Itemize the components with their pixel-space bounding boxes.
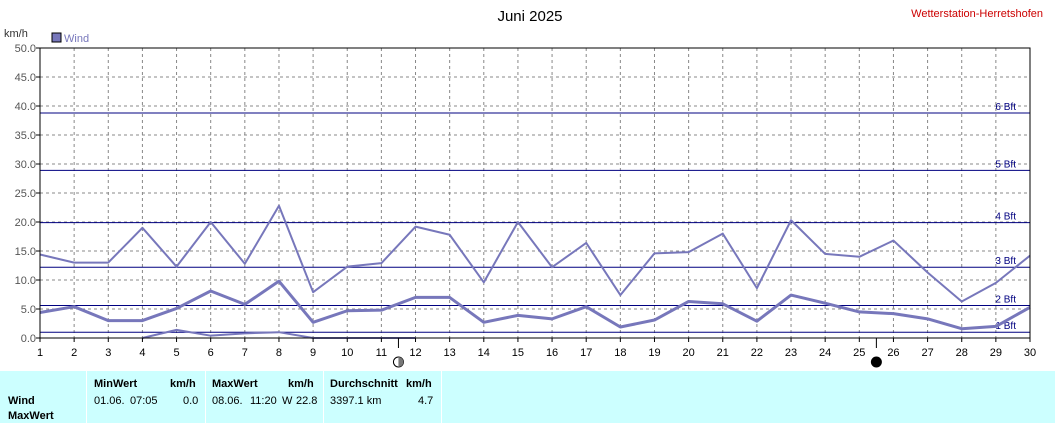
beaufort-label: 2 Bft xyxy=(995,295,1016,306)
stats-table: Wind MaxWert MinWert km/h 01.06. 07:05 0… xyxy=(0,371,1055,423)
y-tick-label: 45.0 xyxy=(15,72,36,84)
x-tick-label: 27 xyxy=(921,347,933,359)
max-unit: km/h xyxy=(288,378,314,390)
max-header: MaxWert xyxy=(212,378,258,390)
x-tick-label: 9 xyxy=(310,347,316,359)
x-tick-label: 7 xyxy=(242,347,248,359)
beaufort-label: 5 Bft xyxy=(995,159,1016,170)
avg-unit: km/h xyxy=(406,378,432,390)
series-line-maxwert xyxy=(39,204,1031,303)
y-axis-unit: km/h xyxy=(4,28,28,40)
min-header: MinWert xyxy=(94,378,138,390)
legend-label: Wind xyxy=(64,33,89,45)
row-label-maxwert: MaxWert xyxy=(8,410,54,422)
x-tick-label: 4 xyxy=(139,347,145,359)
wind-chart: Juni 2025 Wetterstation-Herretshofen km/… xyxy=(4,8,1043,368)
max-time: 11:20 xyxy=(250,395,277,407)
beaufort-label: 4 Bft xyxy=(995,212,1016,223)
x-tick-label: 17 xyxy=(580,347,592,359)
y-tick-label: 50.0 xyxy=(15,43,36,55)
min-value: 0.0 xyxy=(183,395,199,407)
y-axis-ticks: 0.0 5.0 10.0 15.0 20.0 25.0 30.0 35.0 40.0 45.0 50… xyxy=(15,43,40,345)
moon-phases xyxy=(392,338,882,368)
x-tick-label: 23 xyxy=(785,347,797,359)
x-tick-label: 12 xyxy=(409,347,421,359)
beaufort-label: 1 Bft xyxy=(995,321,1016,332)
avg-header: Durchschnitt xyxy=(330,378,398,390)
y-tick-label: 25.0 xyxy=(15,188,36,200)
legend-swatch xyxy=(51,32,62,43)
x-tick-label: 26 xyxy=(887,347,899,359)
avg-value: 4.7 xyxy=(418,395,434,407)
x-tick-label: 10 xyxy=(341,347,353,359)
series-lines xyxy=(39,204,1031,339)
x-tick-label: 28 xyxy=(956,347,968,359)
x-tick-label: 30 xyxy=(1024,347,1036,359)
x-tick-label: 18 xyxy=(614,347,626,359)
x-axis-ticks: 1 2 3 4 5 6 7 8 9 10 11 12 13 14 15 16 17 18 19 20 21 22 23 24 2… xyxy=(37,338,1036,359)
beaufort-lines: 1 Bft 2 Bft 3 Bft 4 Bft 5 Bft 6 Bft xyxy=(40,102,1030,333)
x-tick-label: 21 xyxy=(717,347,729,359)
x-tick-label: 16 xyxy=(546,347,558,359)
max-value: 22.8 xyxy=(296,395,318,407)
x-tick-label: 3 xyxy=(105,347,111,359)
series-line-wind xyxy=(39,279,1031,331)
new-moon-icon xyxy=(870,356,882,368)
x-tick-label: 22 xyxy=(751,347,763,359)
x-tick-label: 13 xyxy=(444,347,456,359)
x-tick-label: 6 xyxy=(208,347,214,359)
row-label-wind: Wind xyxy=(8,395,35,407)
x-tick-label: 25 xyxy=(853,347,865,359)
chart-title: Juni 2025 xyxy=(497,8,562,25)
y-tick-label: 0.0 xyxy=(21,333,36,345)
x-tick-label: 2 xyxy=(71,347,77,359)
min-date: 01.06. xyxy=(94,395,125,407)
y-tick-label: 15.0 xyxy=(15,246,36,258)
max-direction: W xyxy=(282,395,293,407)
x-tick-label: 14 xyxy=(478,347,490,359)
x-tick-label: 11 xyxy=(376,347,387,359)
beaufort-label: 3 Bft xyxy=(995,256,1016,267)
y-tick-label: 5.0 xyxy=(21,304,36,316)
y-tick-label: 20.0 xyxy=(15,217,36,229)
x-tick-label: 19 xyxy=(648,347,660,359)
moon-shade xyxy=(398,357,404,367)
grid xyxy=(40,48,1030,338)
x-tick-label: 8 xyxy=(276,347,282,359)
x-tick-label: 29 xyxy=(990,347,1002,359)
x-tick-label: 1 xyxy=(37,347,43,359)
y-tick-label: 40.0 xyxy=(15,101,36,113)
station-name: Wetterstation-Herretshofen xyxy=(911,8,1043,20)
y-tick-label: 35.0 xyxy=(15,130,36,142)
x-tick-label: 15 xyxy=(512,347,524,359)
y-tick-label: 10.0 xyxy=(15,275,36,287)
y-tick-label: 30.0 xyxy=(15,159,36,171)
max-date: 08.06. xyxy=(212,395,243,407)
avg-distance: 3397.1 km xyxy=(330,395,382,407)
x-tick-label: 20 xyxy=(682,347,694,359)
min-time: 07:05 xyxy=(130,395,158,407)
min-unit: km/h xyxy=(170,378,196,390)
x-tick-label: 24 xyxy=(819,347,831,359)
beaufort-label: 6 Bft xyxy=(995,102,1016,113)
x-tick-label: 5 xyxy=(173,347,179,359)
